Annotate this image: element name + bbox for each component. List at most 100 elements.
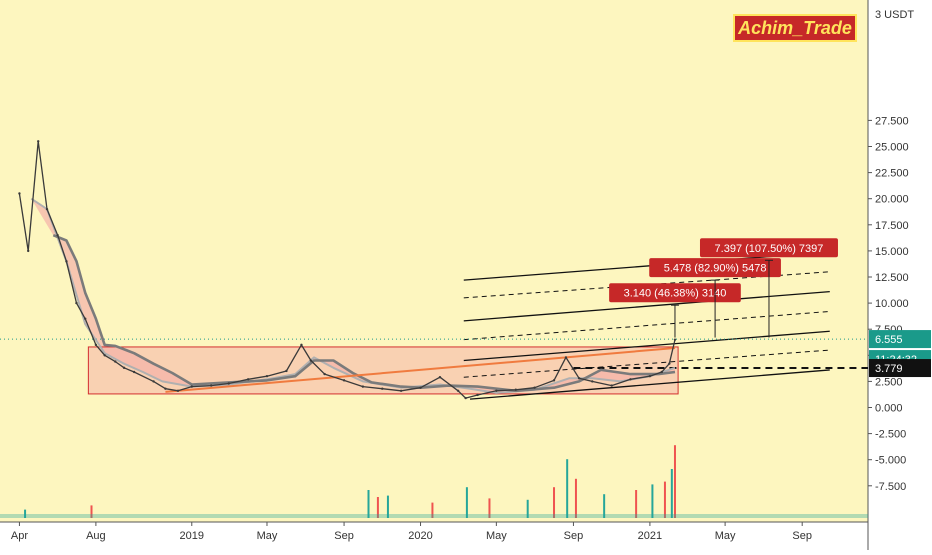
brand-logo: Achim_Trade bbox=[733, 14, 857, 42]
target-label: 5.478 (82.90%) 5478 bbox=[649, 258, 781, 278]
trendline bbox=[165, 346, 676, 393]
target-label-text: 5.478 (82.90%) 5478 bbox=[664, 263, 767, 275]
target-label: 3.140 (46.38%) 3140 bbox=[609, 283, 741, 303]
price-point bbox=[37, 140, 40, 143]
price-point bbox=[94, 343, 98, 347]
x-tick-label: May bbox=[715, 530, 736, 542]
price-point bbox=[103, 354, 106, 357]
volume-bar bbox=[376, 497, 379, 518]
price-point bbox=[514, 388, 517, 391]
volume-baseline bbox=[0, 514, 868, 518]
volume-bar bbox=[603, 494, 606, 518]
current-price-tag-box bbox=[869, 330, 931, 349]
price-point bbox=[495, 389, 498, 392]
volume-bar bbox=[635, 490, 638, 518]
ma-fast-line bbox=[30, 197, 676, 394]
x-tick-label: Sep bbox=[334, 530, 354, 542]
price-point bbox=[176, 389, 180, 392]
price-point bbox=[342, 379, 346, 382]
price-point bbox=[65, 260, 68, 263]
x-tick-label: Sep bbox=[564, 530, 584, 542]
price-point bbox=[75, 301, 78, 305]
y-tick-label: 25.000 bbox=[875, 142, 909, 154]
current-price-tag-text: 6.555 bbox=[875, 334, 903, 346]
volume-bar bbox=[90, 505, 93, 518]
price-point bbox=[227, 382, 230, 385]
price-point bbox=[164, 387, 167, 390]
price-point bbox=[27, 249, 30, 253]
price-point bbox=[668, 362, 671, 365]
y-tick-label: 20.000 bbox=[875, 194, 909, 206]
range-box bbox=[87, 346, 679, 395]
price-point bbox=[190, 385, 193, 388]
price-point bbox=[629, 378, 632, 381]
price-point bbox=[419, 386, 422, 389]
price-point bbox=[464, 396, 467, 400]
price-point bbox=[152, 380, 155, 383]
price-point bbox=[591, 380, 594, 383]
y-tick-label: -7.500 bbox=[875, 481, 906, 493]
x-tick-label: 2021 bbox=[638, 530, 662, 542]
price-point bbox=[673, 338, 677, 341]
target-label-text: 7.397 (107.50%) 7397 bbox=[715, 243, 824, 255]
price-point bbox=[300, 343, 303, 347]
target-label-box bbox=[699, 238, 838, 258]
volume-bar bbox=[526, 499, 529, 518]
volume-bar bbox=[488, 498, 491, 518]
price-point bbox=[438, 376, 442, 379]
price-point bbox=[84, 317, 87, 320]
price-point bbox=[246, 378, 250, 381]
volume-bar bbox=[673, 445, 676, 518]
x-tick-label: May bbox=[257, 530, 278, 542]
price-point bbox=[309, 359, 313, 362]
target-label-text: 3.140 (46.38%) 3140 bbox=[624, 288, 727, 300]
volume-bar bbox=[670, 469, 673, 518]
price-point bbox=[399, 389, 403, 392]
y-tick-label: 0.000 bbox=[875, 403, 903, 415]
price-point bbox=[265, 374, 269, 378]
price-point bbox=[285, 369, 288, 373]
price-point bbox=[533, 386, 536, 389]
volume-bar bbox=[431, 502, 434, 518]
channel-line bbox=[463, 349, 830, 378]
volume-bar bbox=[651, 484, 654, 518]
brand-text: Achim_Trade bbox=[738, 17, 852, 38]
price-point bbox=[45, 207, 49, 211]
y-tick-label: 27.500 bbox=[875, 115, 909, 127]
price-axis-panel bbox=[868, 0, 932, 550]
y-tick-label: 22.500 bbox=[875, 168, 909, 180]
price-point bbox=[361, 385, 365, 388]
price-point bbox=[114, 360, 117, 363]
x-tick-label: May bbox=[486, 530, 507, 542]
volume-bar bbox=[574, 478, 577, 518]
x-tick-label: Sep bbox=[792, 530, 812, 542]
volume-bar bbox=[465, 487, 468, 518]
channel-line bbox=[463, 310, 830, 341]
target-label: 7.397 (107.50%) 7397 bbox=[699, 238, 838, 258]
y-tick-label: 12.500 bbox=[875, 272, 909, 284]
price-point bbox=[132, 370, 136, 374]
x-tick-label: Apr bbox=[11, 530, 28, 542]
ma-slow-line bbox=[52, 233, 676, 393]
price-point bbox=[648, 374, 652, 378]
volume-bar bbox=[663, 481, 666, 518]
x-tick-label: Aug bbox=[86, 530, 106, 542]
volume-bar bbox=[553, 487, 556, 518]
volume-bar bbox=[386, 495, 389, 518]
price-point bbox=[122, 366, 126, 370]
price-point bbox=[564, 356, 568, 359]
channel-line bbox=[469, 369, 830, 400]
price-point bbox=[577, 377, 581, 380]
price-point bbox=[660, 370, 664, 374]
y-tick-label: -2.500 bbox=[875, 429, 906, 441]
y-axis-unit-label: 3 USDT bbox=[875, 9, 914, 21]
price-point bbox=[18, 192, 21, 195]
y-tick-label: 2.500 bbox=[875, 376, 903, 388]
y-tick-label: 15.000 bbox=[875, 246, 909, 258]
volume-bar bbox=[24, 509, 27, 518]
y-tick-label: -5.000 bbox=[875, 455, 906, 467]
time-axis-panel bbox=[0, 522, 868, 550]
price-point bbox=[56, 234, 59, 237]
y-tick-label: 10.000 bbox=[875, 298, 909, 310]
